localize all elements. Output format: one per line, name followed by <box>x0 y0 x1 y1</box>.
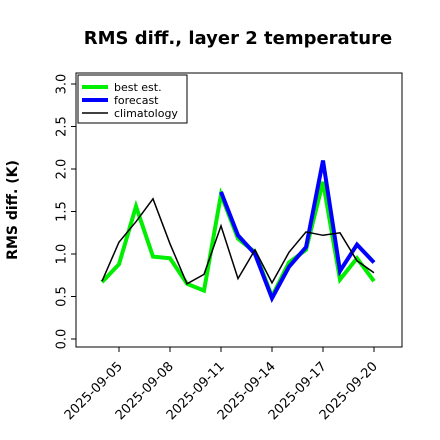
legend-label-0: best est. <box>114 81 162 94</box>
x-axis: 2025-09-052025-09-082025-09-112025-09-14… <box>62 347 381 423</box>
y-tick-label: 2.0 <box>55 159 70 180</box>
series-line-2 <box>101 197 375 285</box>
y-tick-label: 0.0 <box>55 329 70 350</box>
y-axis-label: RMS diff. (K) <box>5 160 21 260</box>
y-tick-label: 1.0 <box>55 244 70 265</box>
plot-frame <box>75 72 403 348</box>
y-tick-label: 2.5 <box>55 116 70 137</box>
y-tick-label: 0.5 <box>55 286 70 307</box>
y-tick-label: 1.5 <box>55 201 70 222</box>
series-line-1 <box>219 160 376 303</box>
chart-title: RMS diff., layer 2 temperature <box>84 28 392 49</box>
y-tick-label: 3.0 <box>55 74 70 95</box>
series-layer <box>100 160 376 303</box>
legend-label-2: climatology <box>114 107 178 120</box>
legend-label-1: forecast <box>114 94 159 107</box>
y-axis: 0.0 0.5 1.0 1.5 2.0 2.5 3.0 <box>55 74 76 350</box>
series-line-0 <box>100 181 376 302</box>
